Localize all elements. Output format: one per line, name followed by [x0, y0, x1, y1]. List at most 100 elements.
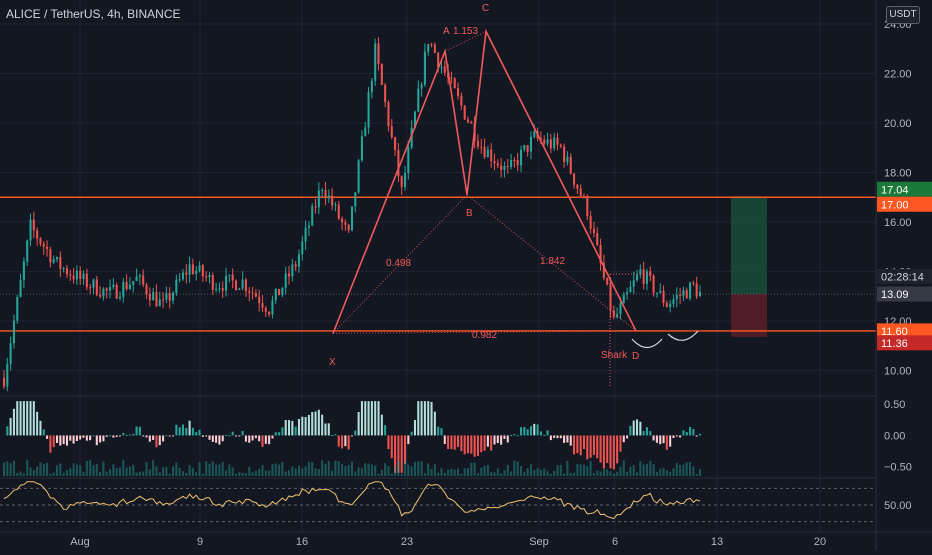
candle-body — [294, 264, 297, 267]
bottom-arc — [631, 338, 663, 349]
candle-body — [218, 288, 221, 290]
volume-bar — [586, 465, 589, 476]
macd-bar — [79, 435, 82, 440]
candle-body — [102, 288, 105, 297]
candle-body — [692, 282, 695, 284]
volume-bar — [692, 466, 695, 476]
volume-bar — [377, 473, 380, 476]
volume-bar — [387, 466, 390, 476]
candle-body — [205, 276, 208, 278]
volume-bar — [556, 465, 559, 476]
volume-bar — [503, 470, 506, 476]
volume-bar — [95, 463, 98, 476]
macd-bar — [576, 435, 579, 454]
volume-bar — [433, 464, 436, 476]
macd-bar — [324, 423, 327, 436]
candle-body — [384, 84, 387, 103]
time-tick-label: 20 — [814, 536, 826, 548]
macd-bar — [639, 421, 642, 436]
position-zones[interactable] — [731, 196, 767, 337]
candle-body — [314, 206, 317, 208]
volume-bar — [493, 472, 496, 476]
volume-bar — [695, 473, 698, 476]
macd-bar — [132, 433, 135, 436]
volume-bar — [49, 473, 52, 476]
candle-body — [165, 293, 168, 300]
macd-bar — [642, 431, 645, 436]
macd-bar — [211, 435, 214, 442]
candle-body — [178, 279, 181, 281]
macd-bar — [367, 401, 370, 436]
macd-bar — [218, 435, 221, 445]
volume-bar — [264, 470, 267, 476]
candle-body — [573, 173, 576, 185]
macd-bar — [251, 435, 254, 441]
horizontal-levels[interactable] — [0, 196, 876, 332]
volume-bar — [420, 461, 423, 476]
candle-body — [122, 282, 125, 297]
candle-body — [211, 275, 214, 290]
macd-bar — [221, 435, 224, 442]
candle-body — [334, 204, 337, 206]
volume-bar — [327, 460, 330, 476]
volume-bar — [665, 470, 668, 476]
macd-bar — [65, 435, 68, 446]
volume-bar — [374, 465, 377, 476]
volume-bar — [513, 460, 516, 476]
macd-bar — [241, 430, 244, 436]
candle-body — [36, 230, 39, 239]
macd-bar — [215, 435, 218, 443]
candle-body — [486, 149, 489, 158]
macd-bar — [62, 435, 65, 445]
candle-body — [238, 288, 241, 291]
volume-bar — [215, 464, 218, 476]
candle-body — [324, 189, 327, 199]
volume-bar — [297, 465, 300, 476]
volume-bar — [291, 466, 294, 476]
candle-body — [99, 294, 102, 297]
volume-bar — [294, 468, 297, 476]
candle-body — [503, 166, 506, 170]
macd-bar — [466, 435, 470, 454]
macd-bar — [311, 412, 314, 436]
volume-bar — [546, 471, 549, 476]
candle-body — [198, 265, 201, 271]
candle-body — [195, 270, 198, 274]
macd-bar — [128, 434, 131, 436]
price-tick-label: 22.00 — [884, 69, 912, 81]
bottom-arc — [667, 330, 699, 341]
candle-body — [672, 299, 675, 304]
macd-bar — [520, 427, 523, 436]
candle-body — [404, 173, 407, 188]
macd-bar — [59, 435, 62, 446]
macd-bar — [433, 411, 436, 436]
candle-body — [19, 279, 22, 297]
candle-body — [523, 145, 526, 150]
volume-bar — [645, 463, 648, 476]
volume-bar — [427, 463, 430, 476]
macd-bar — [417, 401, 420, 436]
volume-bar — [234, 473, 238, 476]
candle-body — [254, 292, 257, 297]
volume-bar — [211, 461, 214, 476]
volume-bar — [301, 468, 304, 476]
candle-body — [576, 184, 579, 189]
volume-bar — [105, 471, 108, 476]
harmonic-pattern[interactable]: X A 1.153 C B 0.498 1.842 0.982 Shark D — [329, 3, 699, 388]
currency-button[interactable]: USDT — [886, 6, 920, 24]
candle-body — [420, 84, 423, 89]
candle-body — [52, 259, 55, 263]
candle-body — [559, 144, 562, 147]
macd-bar — [6, 426, 9, 436]
candle-body — [125, 282, 128, 290]
macd-bar — [32, 401, 35, 436]
volume-bar — [582, 464, 586, 476]
macd-bar — [52, 435, 55, 448]
candle-body — [377, 43, 380, 65]
volume-bar — [506, 464, 509, 476]
candles[interactable] — [2, 37, 702, 392]
macd-bar — [337, 435, 340, 447]
macd-bar — [72, 435, 75, 444]
